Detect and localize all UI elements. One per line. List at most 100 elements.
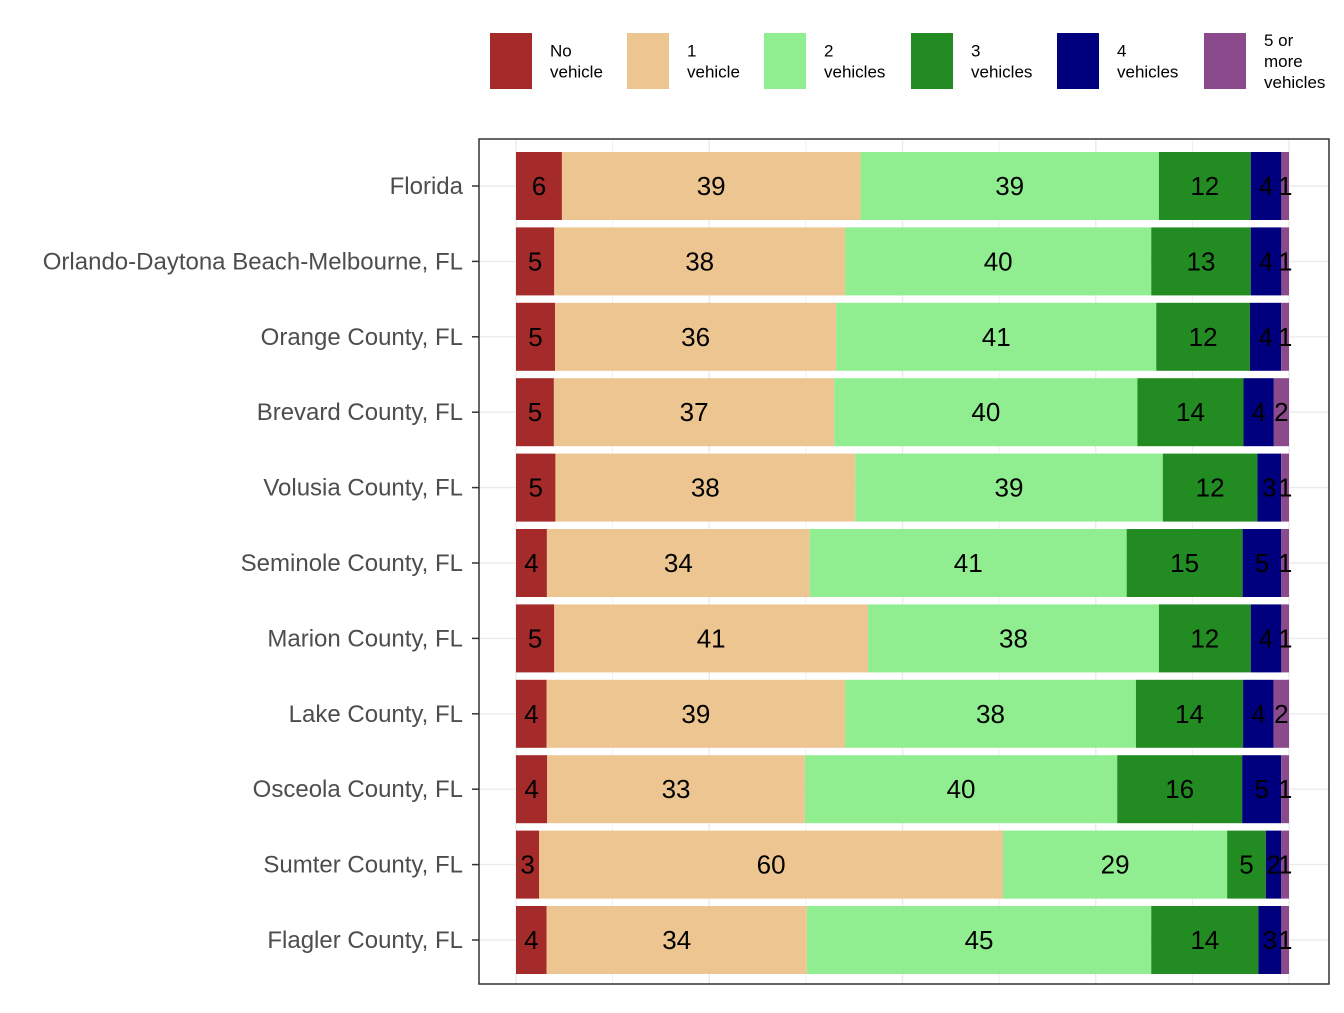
data-label: 4 <box>1251 699 1265 729</box>
data-label: 41 <box>697 623 726 653</box>
data-label: 38 <box>691 473 720 503</box>
bar-segment-3-vehicles <box>1137 378 1244 447</box>
bar-segment-4-vehicles <box>1258 906 1282 974</box>
data-label: 4 <box>1259 171 1273 201</box>
data-label: 12 <box>1190 171 1219 201</box>
bar-segment-5-or-more-vehicles <box>1281 755 1289 824</box>
data-label: 34 <box>662 925 691 955</box>
bar-segment-no-vehicle <box>516 302 556 371</box>
bar-segment-3-vehicles <box>1117 755 1243 824</box>
data-label: 5 <box>1239 850 1253 880</box>
data-label: 37 <box>680 397 709 427</box>
bar-segment-5-or-more-vehicles <box>1273 378 1289 447</box>
bar-segment-1-vehicle <box>546 529 810 597</box>
data-label: 6 <box>532 171 546 201</box>
legend-label: 3 vehicles <box>971 42 1032 82</box>
bar-segment-2-vehicles <box>845 679 1136 748</box>
legend-item-3-vehicles: 3 vehicles <box>911 33 1032 89</box>
data-label: 3 <box>1262 473 1276 503</box>
data-label: 14 <box>1175 699 1204 729</box>
bar-segment-3-vehicles <box>1158 152 1251 220</box>
data-label: 38 <box>976 699 1005 729</box>
bar-segment-1-vehicle <box>561 152 861 220</box>
bar-segment-4-vehicles <box>1250 152 1282 220</box>
data-label: 1 <box>1278 171 1292 201</box>
legend-item-no-vehicle: No vehicle <box>490 33 603 89</box>
data-label: 39 <box>681 699 710 729</box>
data-label: 38 <box>999 623 1028 653</box>
bar-segment-2-vehicles <box>809 529 1127 597</box>
data-label: 40 <box>971 397 1000 427</box>
bar-segment-2-vehicles <box>868 604 1159 673</box>
y-axis: Florida Orlando-Daytona Beach-Melbourne, … <box>43 173 479 954</box>
data-label: 1 <box>1278 925 1292 955</box>
bars <box>516 152 1289 974</box>
legend-key <box>490 33 532 89</box>
bar-segment-4-vehicles <box>1257 453 1282 522</box>
bar-segment-3-vehicles <box>1151 906 1259 974</box>
data-label: 34 <box>664 548 693 578</box>
data-label: 3 <box>1263 925 1277 955</box>
data-label: 1 <box>1278 246 1292 276</box>
bar-segment-3-vehicles <box>1126 529 1243 597</box>
data-label: 1 <box>1278 473 1292 503</box>
bar-segment-3-vehicles <box>1227 830 1266 899</box>
bar-segment-4-vehicles <box>1250 604 1282 673</box>
bar-segment-5-or-more-vehicles <box>1281 453 1289 522</box>
bar-segment-no-vehicle <box>516 830 540 899</box>
legend-key <box>911 33 953 89</box>
bar-segment-2-vehicles <box>804 755 1118 824</box>
data-label: 36 <box>681 322 710 352</box>
data-label: 33 <box>662 774 691 804</box>
data-label: 45 <box>965 925 994 955</box>
bar-segment-1-vehicle <box>547 755 805 824</box>
bar-segment-no-vehicle <box>516 152 562 220</box>
bar-segment-no-vehicle <box>516 227 555 296</box>
data-label: 13 <box>1187 246 1216 276</box>
bar-segment-5-or-more-vehicles <box>1281 529 1289 597</box>
bar-segment-no-vehicle <box>516 378 554 447</box>
data-label: 41 <box>982 322 1011 352</box>
bar-segment-4-vehicles <box>1243 679 1274 748</box>
data-label: 4 <box>1259 246 1273 276</box>
legend-key <box>764 33 806 89</box>
bar-segment-5-or-more-vehicles <box>1281 830 1289 899</box>
bar-segment-no-vehicle <box>516 679 547 748</box>
y-tick-label: Orange County, FL <box>261 324 463 351</box>
bar-segment-2-vehicles <box>1002 830 1228 899</box>
bar-segment-1-vehicle <box>554 604 869 673</box>
data-label: 38 <box>685 246 714 276</box>
legend-item-4-vehicles: 4 vehicles <box>1057 33 1178 89</box>
bar-segment-1-vehicle <box>555 302 837 371</box>
y-tick-label: Orlando-Daytona Beach-Melbourne, FL <box>43 248 463 275</box>
legend-label: 2 vehicles <box>824 42 885 82</box>
bar-segment-2-vehicles <box>860 152 1159 220</box>
bar-segment-5-or-more-vehicles <box>1281 604 1289 673</box>
bar-segment-4-vehicles <box>1250 227 1282 296</box>
data-label: 5 <box>1254 774 1268 804</box>
y-tick-label: Flagler County, FL <box>267 927 463 954</box>
bar-segment-2-vehicles <box>834 378 1138 447</box>
data-label: 1 <box>1278 774 1292 804</box>
bar-segment-5-or-more-vehicles <box>1273 679 1289 748</box>
data-label: 4 <box>1259 623 1273 653</box>
bar-segment-4-vehicles <box>1242 755 1282 824</box>
data-label: 4 <box>1258 322 1272 352</box>
data-label: 5 <box>528 322 542 352</box>
data-label: 1 <box>1278 322 1292 352</box>
bar-segment-1-vehicle <box>539 830 1003 899</box>
data-label: 4 <box>524 699 538 729</box>
legend-key <box>1057 33 1099 89</box>
data-label: 5 <box>528 246 542 276</box>
bar-segment-no-vehicle <box>516 755 548 824</box>
data-label: 14 <box>1190 925 1219 955</box>
data-label: 1 <box>1278 850 1292 880</box>
bar-segment-1-vehicle <box>554 227 846 296</box>
legend-label: No vehicle <box>550 42 603 82</box>
data-label: 1 <box>1278 623 1292 653</box>
bar-segment-2-vehicles <box>845 227 1152 296</box>
legend-label: 5 or more vehicles <box>1264 31 1325 92</box>
bar-segment-3-vehicles <box>1162 453 1258 522</box>
